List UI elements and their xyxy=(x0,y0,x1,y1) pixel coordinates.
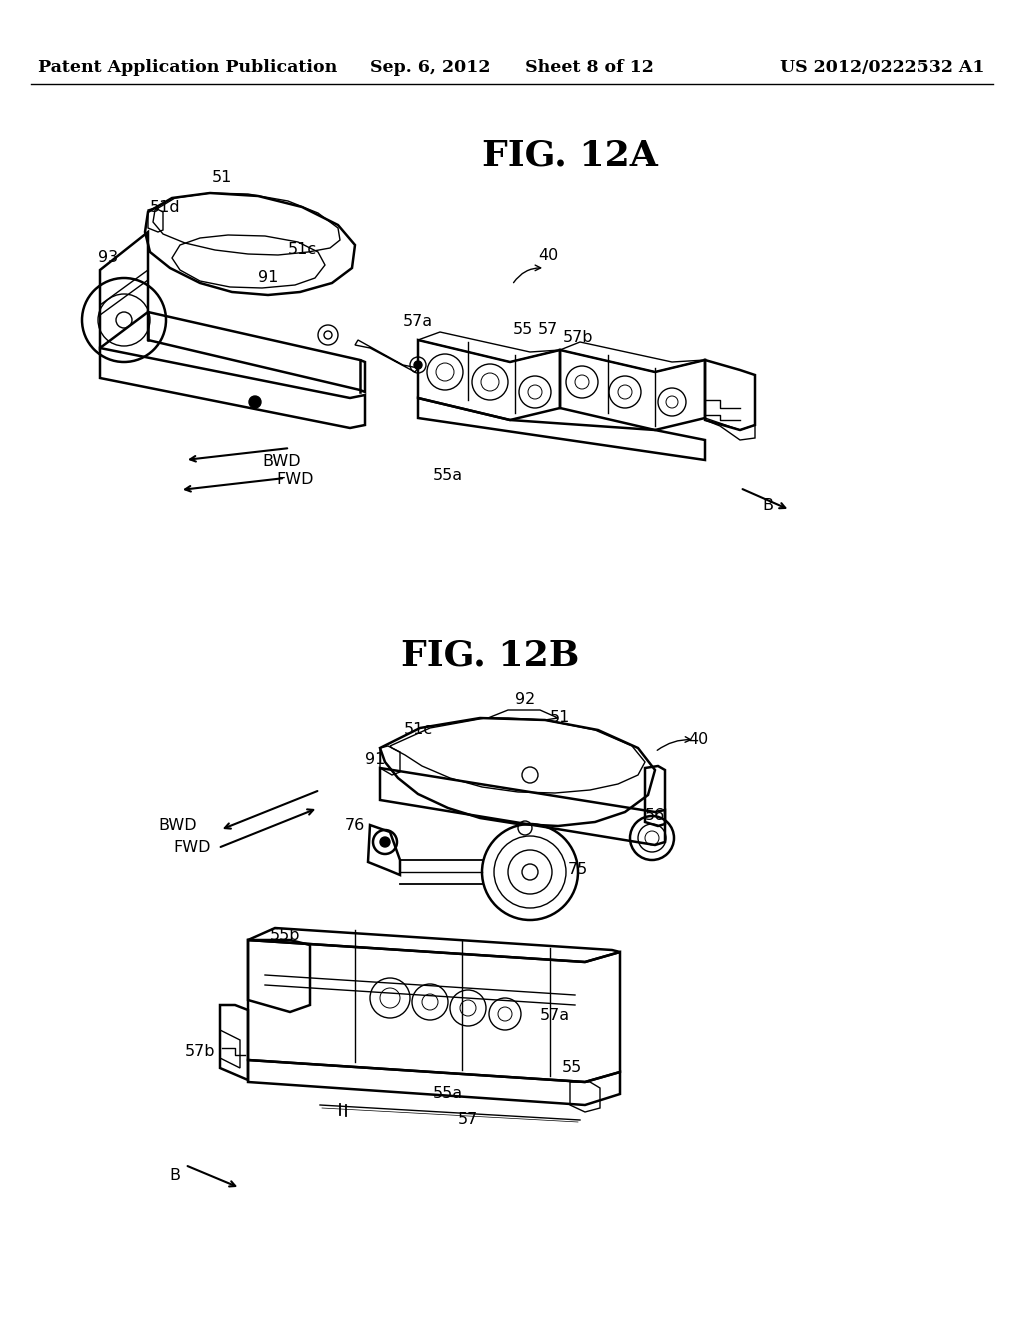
Text: 55a: 55a xyxy=(433,469,463,483)
Text: 55b: 55b xyxy=(269,928,300,942)
Text: B: B xyxy=(170,1167,180,1183)
Text: 55: 55 xyxy=(562,1060,582,1076)
Text: 76: 76 xyxy=(345,817,366,833)
Text: FWD: FWD xyxy=(173,841,211,855)
Text: BWD: BWD xyxy=(263,454,301,470)
Text: 57b: 57b xyxy=(563,330,593,346)
Text: 57: 57 xyxy=(458,1113,478,1127)
Text: 91: 91 xyxy=(258,271,279,285)
Text: 57b: 57b xyxy=(184,1044,215,1060)
Text: B: B xyxy=(763,498,773,512)
Text: Patent Application Publication: Patent Application Publication xyxy=(38,59,337,77)
Text: BWD: BWD xyxy=(159,818,198,833)
Text: 51: 51 xyxy=(550,710,570,726)
Text: 55a: 55a xyxy=(433,1086,463,1101)
Text: Sep. 6, 2012  Sheet 8 of 12: Sep. 6, 2012 Sheet 8 of 12 xyxy=(370,59,654,77)
Text: 55: 55 xyxy=(513,322,534,338)
Text: US 2012/0222532 A1: US 2012/0222532 A1 xyxy=(780,59,985,77)
Text: FIG. 12B: FIG. 12B xyxy=(400,638,580,672)
Text: 51d: 51d xyxy=(150,199,180,214)
Text: 91: 91 xyxy=(365,752,385,767)
Text: 51c: 51c xyxy=(403,722,432,738)
Text: 75: 75 xyxy=(568,862,588,878)
Text: 56: 56 xyxy=(645,808,666,822)
Circle shape xyxy=(380,837,390,847)
Circle shape xyxy=(414,360,422,370)
Text: 57a: 57a xyxy=(402,314,433,330)
Text: FWD: FWD xyxy=(276,473,313,487)
Text: FIG. 12A: FIG. 12A xyxy=(482,139,658,172)
Text: 51: 51 xyxy=(212,170,232,186)
Text: 51c: 51c xyxy=(288,243,316,257)
Text: 57a: 57a xyxy=(540,1007,570,1023)
Circle shape xyxy=(249,396,261,408)
Text: 57: 57 xyxy=(538,322,558,338)
Text: 40: 40 xyxy=(688,733,709,747)
Text: 92: 92 xyxy=(515,693,536,708)
Text: 93: 93 xyxy=(98,251,118,265)
Text: 40: 40 xyxy=(538,248,558,263)
